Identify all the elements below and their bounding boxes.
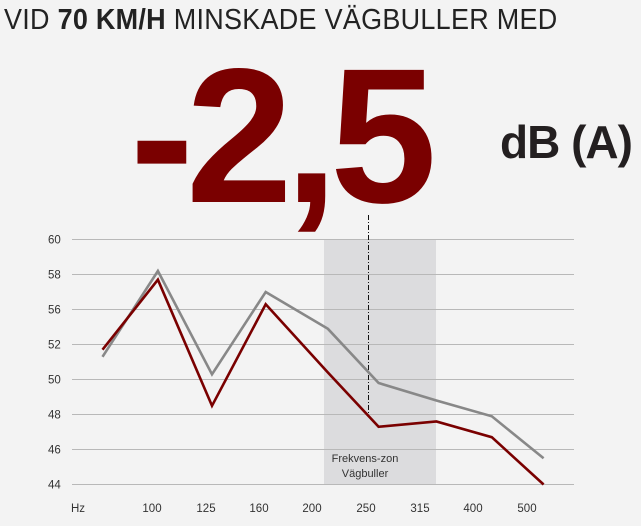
x-tick-label: 160 bbox=[249, 503, 268, 515]
x-tick-label: 125 bbox=[196, 503, 215, 515]
x-tick-label: 500 bbox=[517, 503, 536, 515]
headline-speed: 70 KM/H bbox=[57, 4, 166, 36]
y-tick-label: 52 bbox=[48, 340, 61, 352]
x-tick-label: 400 bbox=[463, 503, 482, 515]
y-tick-label: 58 bbox=[48, 270, 61, 282]
x-tick-label: 100 bbox=[142, 503, 161, 515]
series-line-gray bbox=[101, 268, 545, 460]
zone-label-1: Frekvens-zon bbox=[332, 453, 399, 465]
headline-pre: VID bbox=[4, 4, 58, 36]
y-tick-label: 56 bbox=[48, 305, 61, 317]
y-tick-label: 60 bbox=[48, 235, 61, 247]
x-axis-label: Hz bbox=[71, 503, 85, 515]
unit-label: dB (A) bbox=[500, 116, 633, 168]
headline: VID 70 KM/H MINSKADE VÄGBULLER MED bbox=[4, 4, 558, 36]
y-tick-label: 50 bbox=[48, 375, 61, 387]
x-tick-label: 200 bbox=[302, 503, 321, 515]
y-tick-label: 46 bbox=[48, 445, 61, 457]
series-line-red bbox=[101, 277, 545, 486]
zone-label-2: Vägbuller bbox=[342, 468, 389, 480]
frequency-zone bbox=[324, 239, 436, 485]
headline-post: MINSKADE VÄGBULLER MED bbox=[165, 4, 558, 36]
x-tick-label: 315 bbox=[410, 503, 429, 515]
y-tick-label: 48 bbox=[48, 410, 61, 422]
big-value: -2,5 bbox=[130, 28, 437, 243]
y-tick-label: 44 bbox=[48, 480, 61, 492]
x-tick-label: 250 bbox=[356, 503, 375, 515]
